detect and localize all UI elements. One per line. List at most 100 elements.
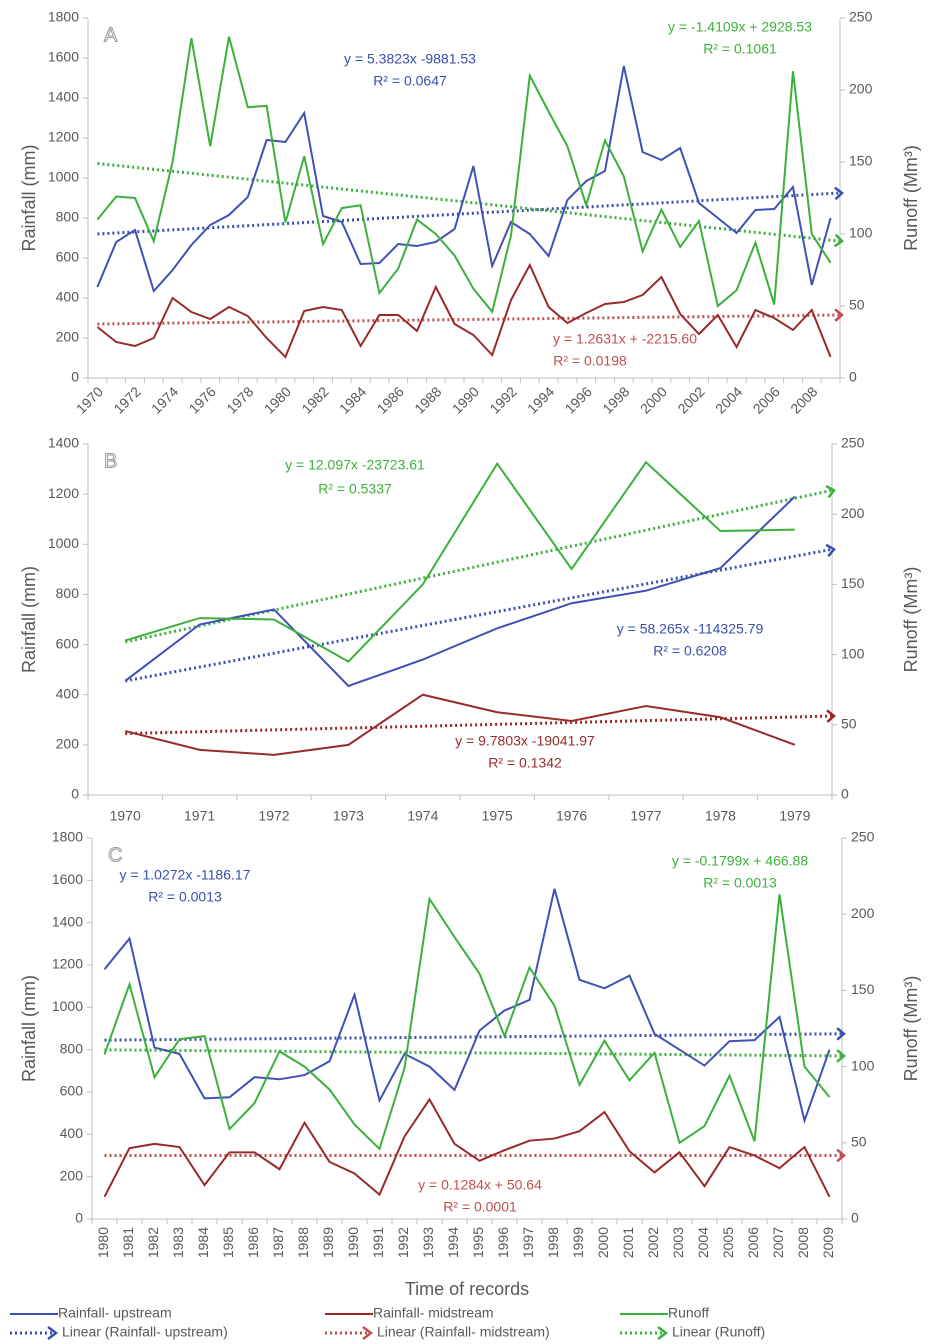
x-tick-label: 2004 xyxy=(695,1227,711,1258)
y2-tick-label: 100 xyxy=(841,645,865,661)
x-tick-label: 2006 xyxy=(750,383,783,416)
x-tick-label: 1978 xyxy=(223,383,256,416)
trend-r2: R² = 0.6208 xyxy=(653,643,727,659)
x-tick-label: 1994 xyxy=(445,1227,461,1258)
y2-tick-label: 250 xyxy=(841,435,865,451)
x-tick-label: 2005 xyxy=(720,1227,736,1258)
y2-tick-label: 200 xyxy=(841,505,865,521)
x-tick-label: 2002 xyxy=(645,1227,661,1258)
x-tick-label: 2008 xyxy=(787,383,820,416)
y-tick-label: 200 xyxy=(56,736,80,752)
x-tick-label: 1976 xyxy=(186,383,219,416)
legend-label: Runoff xyxy=(668,1305,709,1321)
y-tick-label: 200 xyxy=(60,1167,84,1183)
trendline xyxy=(97,191,841,236)
series-line xyxy=(124,495,796,688)
trendline xyxy=(97,161,841,243)
y-axis-title: Rainfall (mm) xyxy=(19,566,39,673)
panel-label: A xyxy=(104,24,118,46)
x-tick-label: 1990 xyxy=(449,383,482,416)
trend-equation: y = 9.7803x -19041.97 xyxy=(455,733,595,749)
y2-tick-label: 250 xyxy=(849,9,873,25)
x-tick-label: 2008 xyxy=(795,1227,811,1258)
y2-tick-label: 50 xyxy=(849,297,865,313)
y-tick-label: 200 xyxy=(56,329,80,345)
trend-equation: y = 0.1284x + 50.64 xyxy=(418,1177,542,1193)
x-tick-label: 1977 xyxy=(630,808,661,824)
legend-arrow xyxy=(362,1326,374,1340)
trend-equation: y = 58.265x -114325.79 xyxy=(617,621,764,637)
y-tick-label: 600 xyxy=(56,635,80,651)
y-tick-label: 800 xyxy=(56,585,80,601)
y-axis-title: Rainfall (mm) xyxy=(19,975,39,1082)
legend-label: Rainfall- upstream xyxy=(58,1305,172,1321)
x-tick-label: 2000 xyxy=(595,1227,611,1258)
x-tick-label: 1998 xyxy=(545,1227,561,1258)
x-tick-label: 1993 xyxy=(420,1227,436,1258)
y-tick-label: 1800 xyxy=(52,829,83,845)
legend-arrow xyxy=(47,1326,59,1340)
x-tick-label: 1974 xyxy=(148,383,181,416)
trend-arrow xyxy=(836,1049,846,1063)
x-tick-label: 1992 xyxy=(395,1227,411,1258)
y2-tick-label: 0 xyxy=(849,369,857,385)
x-tick-label: 1971 xyxy=(184,808,215,824)
legend-label: Linear (Rainfall- midstream) xyxy=(377,1324,550,1340)
x-tick-label: 1975 xyxy=(482,808,513,824)
trend-equation: y = 1.2631x + -2215.60 xyxy=(553,331,697,347)
y2-tick-label: 50 xyxy=(841,716,857,732)
y-tick-label: 800 xyxy=(60,1040,84,1056)
series-line xyxy=(96,262,832,359)
x-tick-label: 1978 xyxy=(705,808,736,824)
y-tick-label: 1200 xyxy=(48,129,79,145)
y-tick-label: 1800 xyxy=(48,9,79,25)
x-tick-label: 2009 xyxy=(820,1227,836,1258)
x-tick-label: 1984 xyxy=(195,1227,211,1258)
x-tick-label: 1981 xyxy=(120,1227,136,1258)
legend-label: Rainfall- midstream xyxy=(373,1305,494,1321)
trend-r2: R² = 0.0647 xyxy=(373,73,447,89)
x-tick-label: 1996 xyxy=(495,1227,511,1258)
y-tick-label: 600 xyxy=(60,1083,84,1099)
y-tick-label: 400 xyxy=(56,289,80,305)
x-tick-label: 2002 xyxy=(674,383,707,416)
x-tick-label: 2006 xyxy=(745,1227,761,1258)
y2-axis-title: Runoff (Mm³) xyxy=(901,567,921,673)
y-tick-label: 1400 xyxy=(48,435,79,451)
y-axis-title: Rainfall (mm) xyxy=(19,144,39,251)
trend-equation: y = -0.1799x + 466.88 xyxy=(672,853,808,869)
y2-tick-label: 100 xyxy=(851,1057,875,1073)
trend-arrow xyxy=(836,1027,846,1041)
y2-tick-label: 150 xyxy=(841,575,865,591)
x-tick-label: 1974 xyxy=(407,808,438,824)
y-tick-label: 1000 xyxy=(52,998,83,1014)
x-tick-label: 1999 xyxy=(570,1227,586,1258)
y-tick-label: 0 xyxy=(71,786,79,802)
y2-tick-label: 100 xyxy=(849,225,873,241)
x-tick-label: 1970 xyxy=(110,808,141,824)
trend-equation: y = -1.4109x + 2928.53 xyxy=(668,19,812,35)
series-line xyxy=(96,36,832,314)
trendline xyxy=(124,547,833,683)
legend-label: Linear (Runoff) xyxy=(672,1324,765,1340)
x-tick-label: 1972 xyxy=(258,808,289,824)
y-tick-label: 800 xyxy=(56,209,80,225)
y2-tick-label: 200 xyxy=(849,81,873,97)
y-tick-label: 400 xyxy=(56,685,80,701)
x-tick-label: 1980 xyxy=(95,1227,111,1258)
x-tick-label: 1972 xyxy=(110,383,143,416)
trend-r2: R² = 0.0198 xyxy=(553,353,627,369)
legend-label: Linear (Rainfall- upstream) xyxy=(62,1324,228,1340)
y-tick-label: 0 xyxy=(71,369,79,385)
x-tick-label: 2004 xyxy=(712,383,745,416)
x-tick-label: 1985 xyxy=(220,1227,236,1258)
x-tick-label: 1998 xyxy=(599,383,632,416)
trend-arrow xyxy=(836,1148,846,1163)
y-tick-label: 1600 xyxy=(52,871,83,887)
y2-tick-label: 0 xyxy=(841,786,849,802)
x-tick-label: 1979 xyxy=(779,808,810,824)
trend-r2: R² = 0.1342 xyxy=(488,755,562,771)
series-line xyxy=(103,894,831,1151)
x-tick-label: 1990 xyxy=(345,1227,361,1258)
y2-tick-label: 50 xyxy=(851,1134,867,1150)
